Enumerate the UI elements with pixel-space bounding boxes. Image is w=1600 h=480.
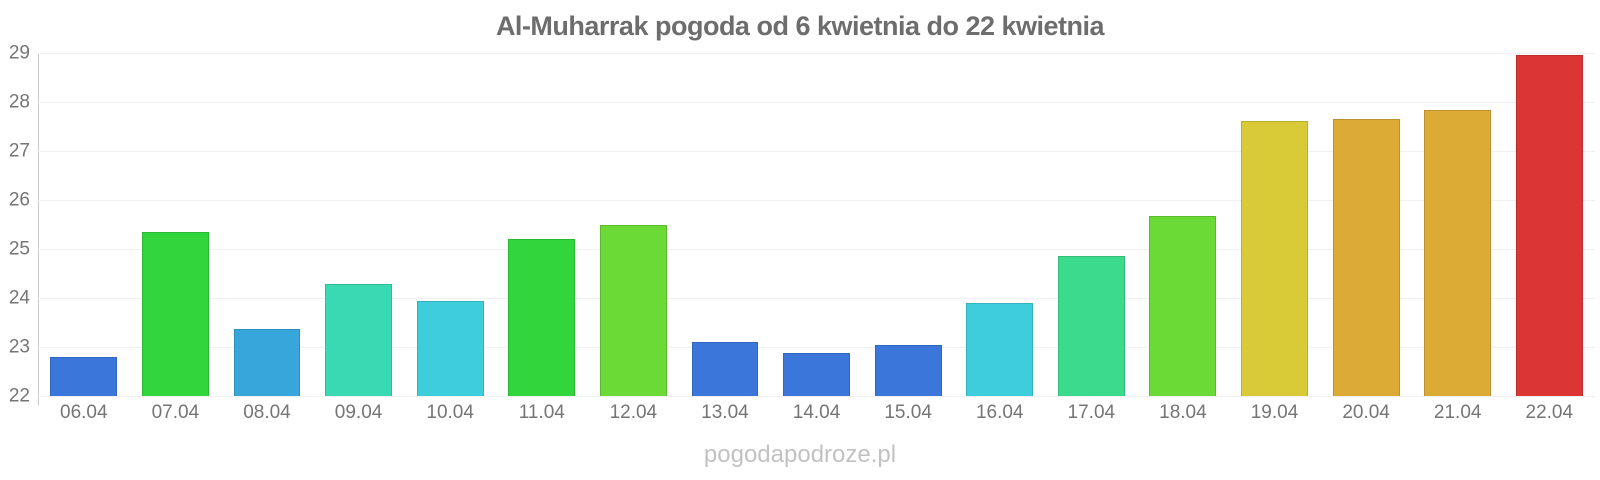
x-tick-label: 14.04 [792, 402, 841, 423]
gridline [38, 249, 1595, 250]
x-tick-label: 16.04 [975, 402, 1024, 423]
bar-column [38, 53, 130, 396]
x-tick-label: 07.04 [151, 402, 200, 423]
x-tick-label: 13.04 [701, 402, 749, 423]
bar-column [954, 53, 1046, 396]
bar-11.04[interactable] [508, 239, 576, 396]
bar-column [130, 53, 222, 396]
bar-column [221, 53, 313, 396]
x-tick-label: 20.04 [1342, 402, 1390, 423]
y-tick-label: 28 [8, 91, 30, 113]
bar-17.04[interactable] [1057, 256, 1125, 396]
x-tick-label: 11.04 [518, 402, 565, 423]
bar-column [1229, 53, 1321, 396]
gridline [38, 151, 1595, 152]
bar-14.04[interactable] [783, 353, 850, 396]
y-tick-label: 27 [8, 140, 30, 162]
gridline [38, 298, 1595, 299]
y-tick-label: 26 [8, 189, 30, 211]
bar-10.04[interactable] [416, 301, 484, 396]
y-tick-label: 22 [8, 385, 30, 407]
x-axis-labels: 06.04 07.04 08.04 09.04 10.04 11.04 12.04 13.04… [38, 402, 1595, 424]
bar-06.04[interactable] [50, 356, 118, 396]
bar-column [496, 53, 588, 396]
bar-column [1504, 53, 1596, 396]
x-tick-label: 22.04 [1525, 402, 1574, 423]
bar-column [588, 53, 680, 396]
gridline [38, 347, 1595, 348]
bar-column [862, 53, 954, 396]
gridline [38, 200, 1595, 201]
y-tick-label: 24 [8, 287, 30, 309]
bar-column [1412, 53, 1504, 396]
bar-19.04[interactable] [1241, 120, 1308, 396]
chart-title: Al-Muharrak pogoda od 6 kwietnia do 22 k… [495, 11, 1105, 41]
bar-column [771, 53, 863, 396]
x-tick-label: 17.04 [1067, 402, 1116, 423]
bar-07.04[interactable] [141, 232, 209, 396]
x-tick-label: 15.04 [884, 402, 932, 423]
bar-18.04[interactable] [1149, 215, 1217, 396]
x-tick-label: 19.04 [1250, 402, 1299, 423]
y-tick-label: 25 [8, 238, 30, 260]
bar-column [313, 53, 405, 396]
bar-column [1046, 53, 1138, 396]
bar-15.04[interactable] [874, 344, 942, 396]
y-axis-labels: 22 23 24 25 26 27 28 29 [0, 44, 30, 406]
y-axis-line [38, 53, 39, 405]
bar-21.04[interactable] [1424, 110, 1492, 396]
watermark: pogodapodroze.pl [703, 441, 897, 468]
gridline [38, 102, 1595, 103]
bar-16.04[interactable] [966, 302, 1034, 396]
x-tick-label: 06.04 [60, 402, 108, 423]
y-tick-label: 23 [8, 336, 30, 358]
bar-12.04[interactable] [599, 224, 667, 396]
bar-column [404, 53, 496, 396]
gridline [38, 53, 1595, 54]
x-tick-label: 21.04 [1433, 402, 1482, 423]
x-tick-label: 09.04 [334, 402, 383, 423]
bar-13.04[interactable] [691, 342, 759, 396]
bar-column [1320, 53, 1412, 396]
bar-column [1137, 53, 1229, 396]
x-tick-label: 18.04 [1159, 402, 1207, 423]
x-tick-label: 08.04 [243, 402, 291, 423]
plot-area [38, 53, 1595, 397]
bar-08.04[interactable] [233, 329, 301, 396]
x-tick-label: 10.04 [426, 402, 474, 423]
x-tick-label: 12.04 [609, 402, 658, 423]
bar-09.04[interactable] [325, 284, 392, 396]
bar-column [679, 53, 771, 396]
bars [38, 53, 1595, 396]
bar-22.04[interactable] [1515, 54, 1583, 396]
bar-20.04[interactable] [1332, 118, 1400, 396]
y-tick-label: 29 [8, 42, 30, 64]
gridline [38, 396, 1595, 397]
